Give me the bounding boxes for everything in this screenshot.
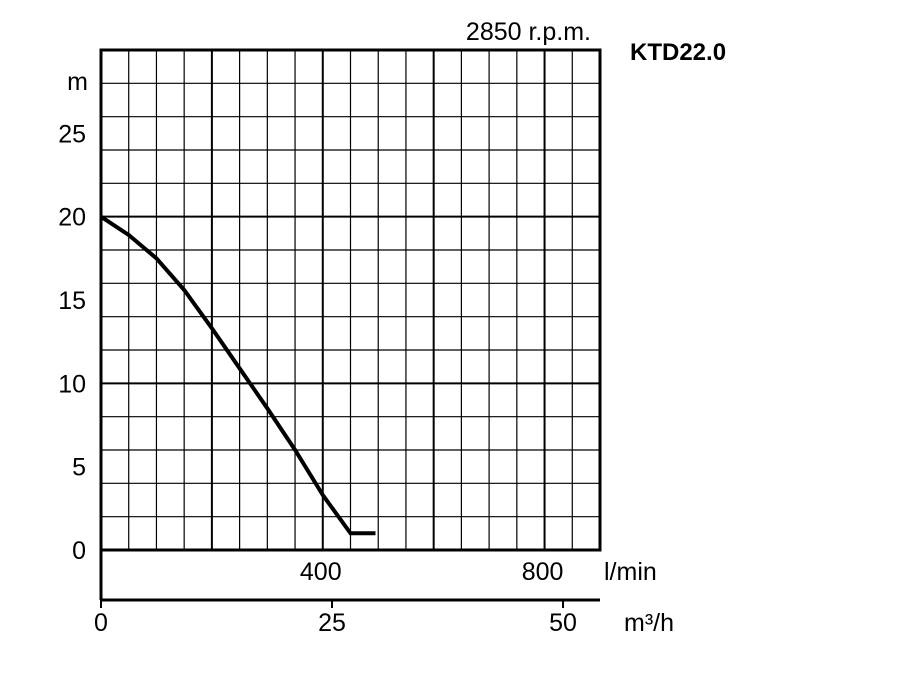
x-tick-label-lmin: 800 <box>522 558 564 586</box>
y-tick-label: 0 <box>72 537 86 565</box>
x-tick-labels-lmin: 400 800 <box>300 558 563 586</box>
y-axis-unit-label: m <box>67 68 88 96</box>
x-tick-label-m3h: 50 <box>549 609 577 637</box>
model-title: KTD22.0 <box>630 39 726 66</box>
y-tick-label: 20 <box>58 204 86 232</box>
y-tick-label: 10 <box>58 370 86 398</box>
x-tick-label-lmin: 400 <box>300 558 342 586</box>
y-tick-label: 25 <box>58 120 86 148</box>
y-tick-label: 15 <box>58 287 86 315</box>
y-tick-label: 5 <box>72 454 86 482</box>
grid <box>101 50 600 550</box>
plot-frame <box>99 48 602 552</box>
x-axis-m3h: 0 25 50 <box>94 550 600 637</box>
y-tick-labels: 0 5 10 15 20 25 <box>58 120 86 565</box>
x-tick-label-m3h: 25 <box>318 609 346 637</box>
speed-label: 2850 r.p.m. <box>466 18 591 46</box>
head-flow-curve <box>99 215 376 536</box>
x-tick-label-m3h: 0 <box>94 609 108 637</box>
x-axis-unit-m3h: m³/h <box>624 609 674 637</box>
x-axis-unit-lmin: l/min <box>604 558 657 586</box>
